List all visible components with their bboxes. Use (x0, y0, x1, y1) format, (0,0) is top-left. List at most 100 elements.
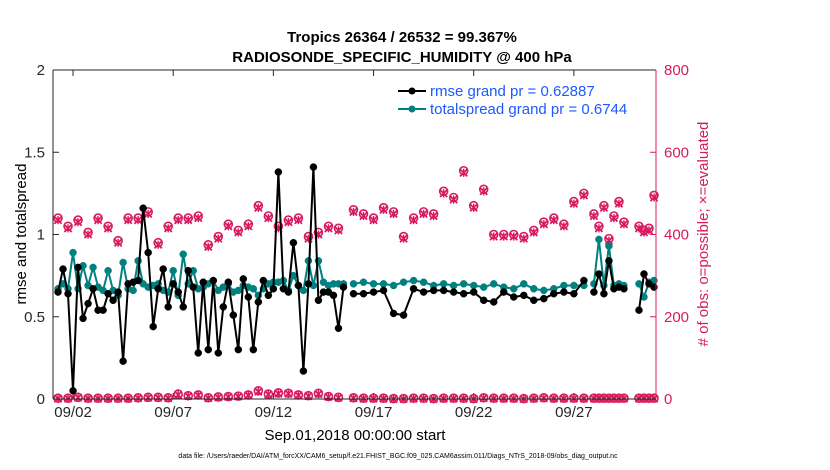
obs-evaluated-marker (439, 189, 448, 198)
obs-evaluated-marker (389, 209, 398, 219)
rmse-point (605, 257, 613, 265)
rmse-point (369, 288, 378, 296)
rmse-point (309, 163, 318, 171)
obs-evaluated-marker (93, 215, 103, 225)
x-axis-label: Sep.01,2018 00:00:00 start (265, 427, 447, 444)
rmse-point (284, 288, 293, 296)
obs-evaluated-marker (143, 209, 153, 219)
obs-evaluated-marker (324, 224, 333, 233)
obs-evaluated-marker (53, 215, 63, 225)
obs-evaluated-marker (479, 187, 488, 196)
spread-point (439, 280, 448, 288)
rmse-point (79, 314, 87, 323)
obs-evaluated-marker (409, 215, 418, 225)
rmse-point (214, 349, 223, 357)
y-axis-label-right: # of obs: o=possible; ×=evaluated (695, 122, 712, 347)
spread-point (530, 285, 538, 293)
rmse-point (59, 265, 67, 273)
rmse-point (635, 306, 643, 314)
obs-evaluated-marker (153, 240, 163, 250)
obs-evaluated-marker (294, 391, 303, 400)
rmse-point (595, 270, 603, 278)
spread-point (69, 248, 77, 257)
rmse-point (339, 283, 348, 291)
rmse-point (299, 367, 308, 375)
rmse-point (64, 289, 72, 298)
obs-evaluated-marker (639, 228, 649, 237)
legend-rmse-marker (408, 87, 416, 95)
obs-evaluated-marker (609, 213, 619, 223)
rmse-point (469, 288, 478, 296)
obs-evaluated-marker (399, 234, 408, 243)
spread-point (349, 280, 358, 288)
obs-evaluated-marker (244, 222, 253, 231)
rmse-point (159, 265, 167, 273)
spread-point (359, 278, 368, 286)
obs-evaluated-marker (519, 234, 529, 243)
rmse-series (54, 163, 658, 395)
rmse-point (429, 286, 438, 295)
chart-title-line2: RADIOSONDE_SPECIFIC_HUMIDITY @ 400 hPa (232, 49, 572, 66)
rmse-point (419, 288, 428, 296)
chart-title-line1: Tropics 26364 / 26532 = 99.367% (287, 29, 517, 46)
x-tick-label: 09/22 (455, 404, 493, 421)
rmse-point (294, 281, 303, 290)
rmse-point (560, 288, 568, 296)
rmse-point (104, 289, 112, 298)
rmse-point (74, 263, 82, 272)
obs-evaluated-marker (419, 209, 428, 219)
obs-evaluated-marker (163, 393, 173, 403)
obs-evaluated-marker (244, 391, 253, 400)
spread-point (119, 258, 127, 267)
rmse-point (119, 357, 127, 365)
obs-evaluated-marker (589, 211, 599, 221)
obs-evaluated-marker (133, 215, 143, 225)
left-tick-label: 1 (37, 227, 45, 244)
obs-evaluated-marker (539, 219, 549, 229)
obs-evaluated-marker (549, 215, 559, 225)
spread-point (479, 283, 488, 291)
spread-point (179, 250, 187, 258)
obs-evaluated-marker (314, 389, 323, 399)
obs-evaluated-marker (469, 203, 478, 213)
spread-point (104, 266, 112, 275)
obs-evaluated-marker (214, 393, 223, 402)
legend-rmse-label: rmse grand pr = 0.62887 (430, 83, 595, 100)
right-tick-label: 400 (664, 227, 689, 244)
rmse-point (169, 280, 177, 288)
plot-area (53, 70, 656, 399)
rmse-point (184, 266, 192, 275)
obs-evaluated-marker (294, 215, 303, 225)
spread-point (249, 285, 258, 293)
right-tick-label: 200 (664, 309, 689, 326)
rmse-point (499, 288, 508, 296)
obs-evaluated-marker (369, 215, 378, 225)
left-tick-label: 2 (37, 62, 45, 79)
obs-evaluated-marker (499, 232, 508, 241)
rmse-point (334, 324, 343, 333)
obs-evaluated-marker (594, 224, 604, 233)
obs-evaluated-marker (349, 393, 358, 403)
obs-evaluated-marker (194, 213, 203, 223)
rmse-point (530, 296, 538, 305)
obs-evaluated-marker (559, 222, 569, 231)
rmse-point (389, 309, 398, 318)
obs-evaluated-marker (173, 215, 183, 225)
rmse-point (479, 296, 488, 305)
rmse-point (304, 280, 313, 288)
x-tick-label: 09/12 (255, 404, 293, 421)
right-tick-label: 600 (664, 144, 689, 161)
rmse-point (254, 298, 263, 306)
obs-evaluated-marker (123, 215, 133, 225)
obs-evaluated-marker (194, 391, 203, 400)
spread-point (399, 278, 408, 286)
obs-evaluated-marker (379, 205, 388, 215)
left-tick-label: 0.5 (24, 309, 45, 326)
spread-point (459, 280, 468, 288)
obs-evaluated-marker (173, 390, 183, 400)
obs-evaluated-marker (284, 217, 293, 227)
rmse-point (540, 294, 548, 303)
rmse-point (349, 289, 358, 298)
right-tick-label: 800 (664, 62, 689, 79)
rmse-point (69, 387, 77, 395)
